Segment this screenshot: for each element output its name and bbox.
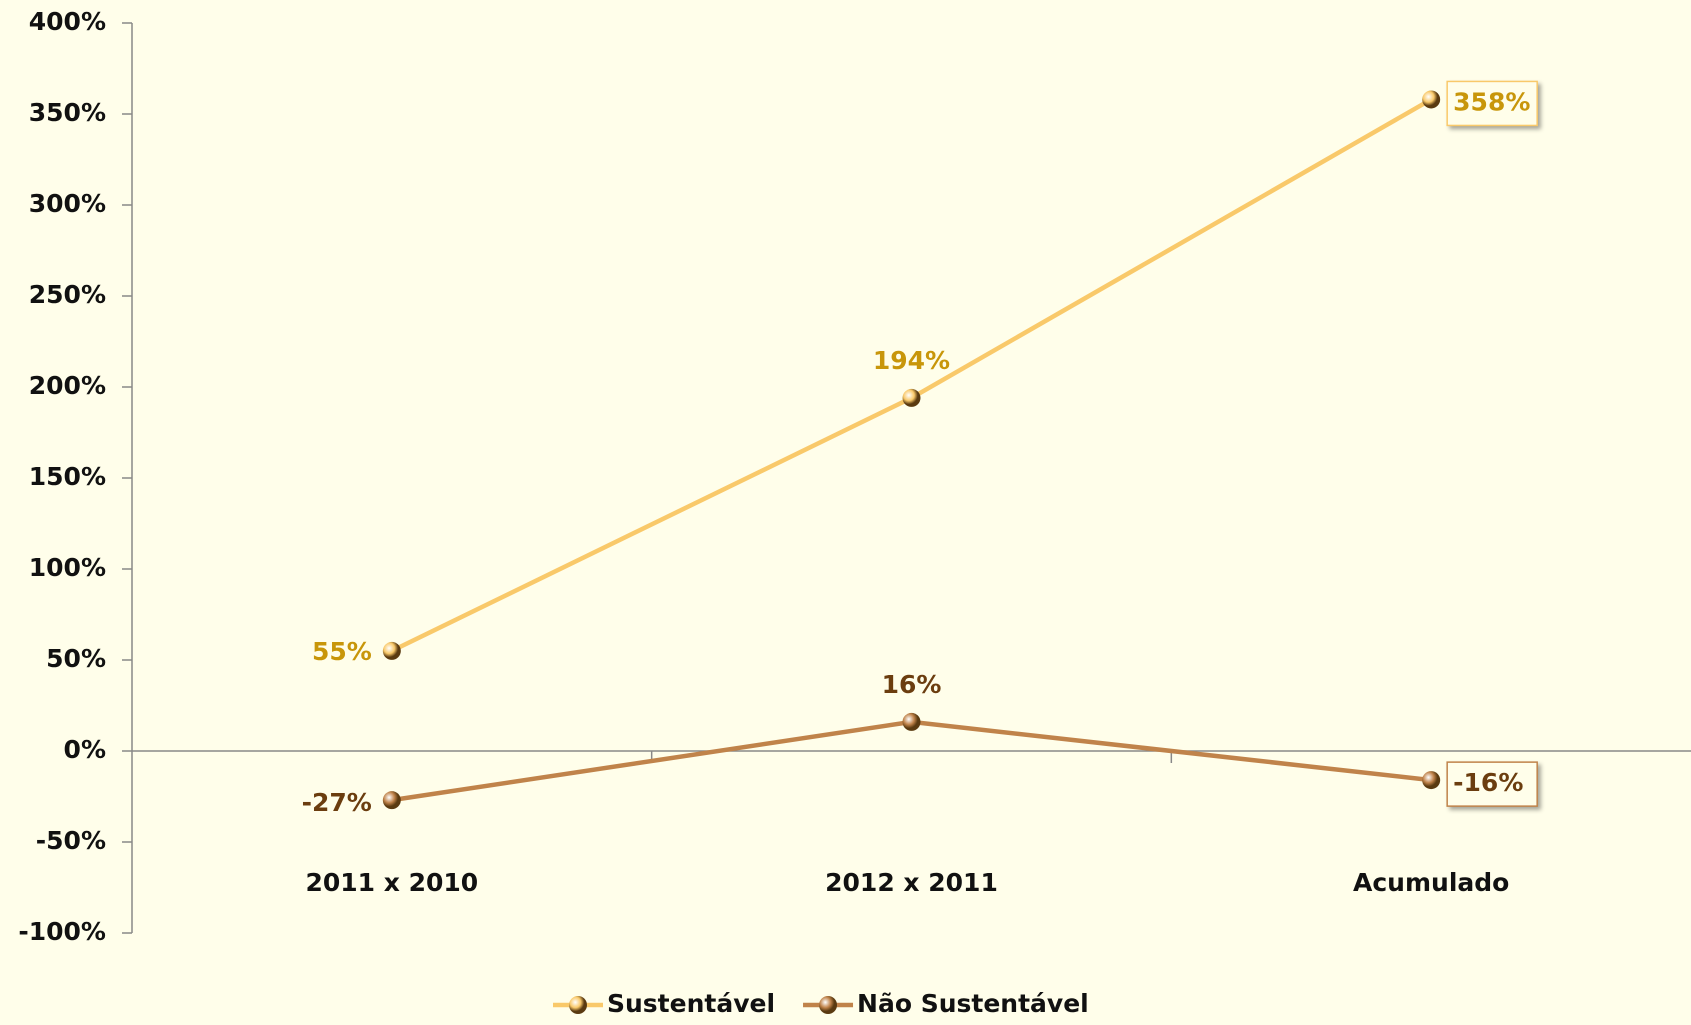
y-tick-label: 400% [29, 7, 106, 36]
x-tick-label: 2012 x 2011 [825, 868, 998, 897]
label-box [1446, 761, 1538, 807]
y-tick-label: 0% [64, 735, 106, 764]
data-point [382, 641, 401, 660]
y-tick-label: 100% [29, 553, 106, 582]
y-tick-label: 150% [29, 462, 106, 491]
y-tick-label: 200% [29, 371, 106, 400]
y-tick-label: -50% [36, 826, 106, 855]
data-label: -27% [302, 788, 372, 817]
y-tick-label: 350% [29, 98, 106, 127]
data-label: 194% [873, 346, 950, 375]
x-tick-label: Acumulado [1353, 868, 1509, 897]
data-point [382, 791, 401, 810]
data-point [1422, 90, 1441, 109]
legend-label: Não Sustentável [857, 989, 1089, 1018]
data-label: 55% [312, 637, 372, 666]
data-point [902, 712, 921, 731]
data-point [902, 388, 921, 407]
legend-marker [819, 996, 838, 1014]
data-label: 16% [882, 670, 942, 699]
data-label: -16% [1453, 768, 1523, 797]
y-tick-label: 50% [46, 644, 106, 673]
data-label: 358% [1453, 87, 1530, 116]
data-point [1422, 771, 1441, 790]
legend-marker [569, 996, 587, 1014]
label-box [1446, 80, 1538, 127]
y-tick-label: 250% [29, 280, 106, 309]
y-tick-label: 300% [29, 189, 106, 218]
y-tick-label: -100% [18, 917, 106, 946]
x-tick-label: 2011 x 2010 [305, 868, 478, 897]
legend-label: Sustentável [607, 989, 775, 1018]
